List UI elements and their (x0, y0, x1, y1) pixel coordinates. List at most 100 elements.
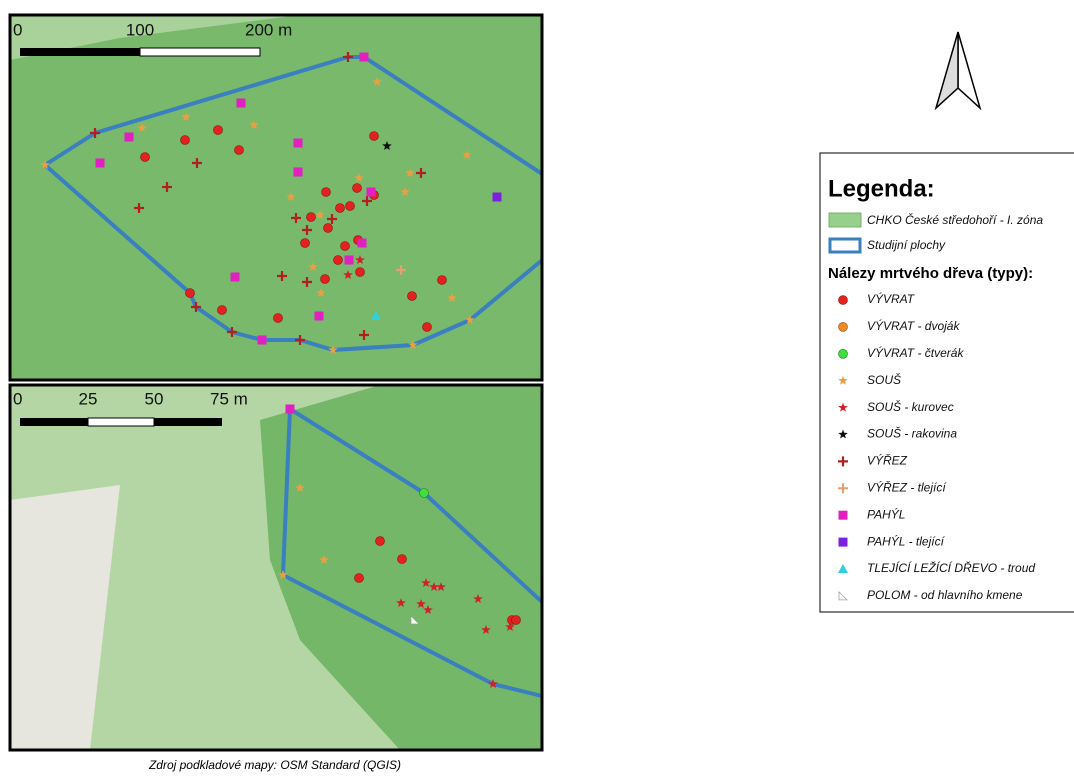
marker (137, 123, 147, 132)
marker (257, 335, 267, 345)
marker (838, 483, 848, 494)
marker (285, 404, 295, 414)
marker (354, 573, 364, 583)
marker (273, 313, 283, 323)
marker (192, 158, 202, 168)
marker (359, 330, 369, 340)
marker (302, 277, 312, 287)
marker (488, 679, 498, 688)
marker (419, 488, 429, 498)
bottom-map (10, 385, 542, 750)
marker (416, 168, 426, 178)
marker (340, 241, 350, 251)
scale-label: 200 m (245, 20, 292, 39)
legend-swatch (828, 237, 862, 254)
marker (278, 570, 288, 579)
scale-label: 50 (145, 389, 164, 408)
marker (234, 145, 244, 155)
marker (355, 255, 365, 264)
marker (382, 141, 392, 150)
source-caption: Zdroj podkladové mapy: OSM Standard (QGI… (148, 758, 401, 772)
marker (236, 98, 246, 108)
scale-label: 75 m (210, 389, 248, 408)
marker (191, 302, 201, 312)
marker (369, 131, 379, 141)
marker (323, 223, 333, 233)
legend-label: VÝVRAT - dvoják (867, 318, 960, 333)
legend-section: Nálezy mrtvého dřeva (typy): (828, 265, 1033, 282)
marker (185, 288, 195, 298)
map-frame (8, 13, 544, 382)
marker (124, 132, 134, 142)
zone-fill (260, 385, 542, 750)
scale-label: 100 (126, 20, 154, 39)
marker (605, 679, 614, 688)
marker (277, 271, 287, 281)
marker (302, 225, 312, 235)
marker (372, 77, 382, 86)
marker (410, 615, 420, 625)
legend-label: SOUŠ - rakovina (867, 426, 957, 441)
marker (505, 622, 515, 631)
marker (838, 564, 848, 573)
marker (416, 599, 426, 608)
scale-label: 0 (13, 20, 22, 39)
marker (838, 456, 848, 467)
bottom-markers (278, 404, 650, 702)
marker (492, 192, 502, 202)
scale-label: 0 (13, 389, 22, 408)
marker (343, 270, 353, 279)
marker (397, 554, 407, 564)
marker (140, 152, 150, 162)
marker (838, 295, 848, 305)
map-frame (8, 383, 544, 752)
marker (421, 578, 431, 587)
marker (327, 214, 337, 224)
marker (396, 598, 406, 607)
marker (357, 238, 367, 248)
marker (838, 429, 848, 439)
marker (40, 160, 50, 169)
marker (838, 537, 848, 547)
legend-title: Legenda: (828, 175, 935, 202)
legend-label: VÝVRAT - čtverák (867, 345, 964, 360)
marker (293, 138, 303, 148)
north-arrow (934, 31, 959, 111)
marker (181, 112, 191, 121)
marker (838, 375, 848, 385)
marker (319, 555, 329, 564)
marker (180, 135, 190, 145)
legend-label: TLEJÍCÍ LEŽÍCÍ DŘEVO - troud (867, 560, 1035, 575)
marker (422, 322, 432, 332)
marker (295, 483, 305, 492)
marker (335, 203, 345, 213)
marker (227, 327, 237, 337)
marker (230, 272, 240, 282)
marker (291, 213, 301, 223)
legend-box (819, 152, 1074, 613)
marker (429, 582, 439, 591)
marker (134, 203, 144, 213)
marker (293, 167, 303, 177)
marker (407, 291, 417, 301)
marker (306, 212, 316, 222)
marker (447, 293, 457, 302)
marker (405, 168, 415, 177)
marker (465, 315, 475, 324)
marker (678, 191, 687, 200)
legend-label: VÝVRAT (867, 291, 916, 306)
marker (838, 402, 848, 412)
marker (345, 201, 355, 211)
scale-bar (20, 48, 140, 56)
marker (400, 187, 410, 196)
marker (328, 345, 338, 354)
legend-label: Studijní plochy (867, 238, 946, 252)
marker (511, 615, 521, 625)
outer-area (10, 15, 300, 60)
marker (366, 187, 376, 197)
scale-label: 25 (79, 389, 98, 408)
marker (595, 207, 605, 216)
marker (641, 693, 650, 702)
